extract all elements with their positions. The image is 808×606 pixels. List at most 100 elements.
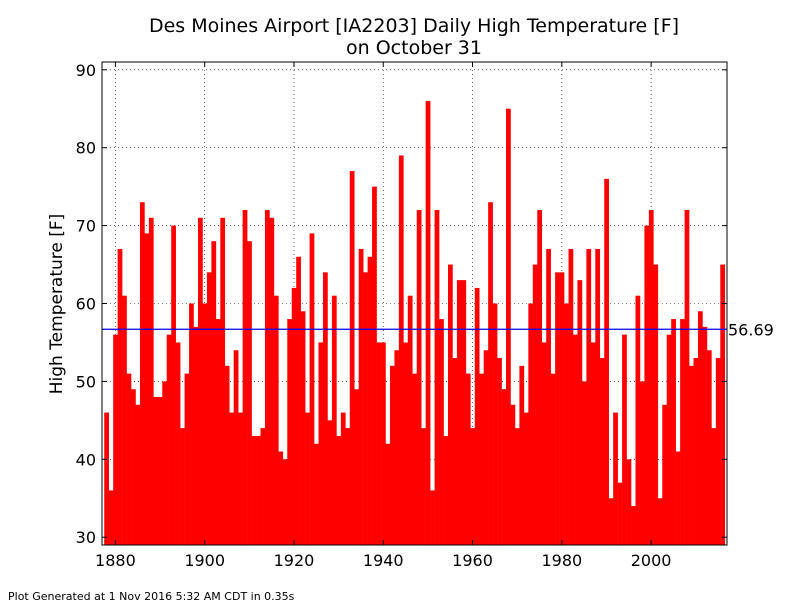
- mean-label: 56.69: [728, 320, 774, 339]
- bar: [403, 342, 409, 545]
- bar: [604, 178, 609, 545]
- bar: [711, 428, 717, 545]
- bar: [389, 365, 395, 545]
- bar: [162, 381, 168, 545]
- bar: [202, 303, 208, 545]
- bar: [532, 264, 538, 545]
- bar: [318, 342, 324, 545]
- x-tick-label: 1920: [274, 551, 315, 570]
- x-tick-label: 1900: [184, 551, 225, 570]
- bar: [706, 350, 712, 545]
- bar: [398, 155, 404, 545]
- y-axis: 30 40 50 60 70 80 90: [76, 61, 727, 547]
- bar: [635, 295, 641, 545]
- bar: [153, 396, 159, 545]
- bar: [528, 303, 534, 545]
- bar: [523, 412, 529, 545]
- bar: [470, 428, 476, 545]
- bar: [171, 225, 176, 545]
- bar: [135, 404, 141, 545]
- x-tick-label: 1880: [95, 551, 136, 570]
- bar: [492, 303, 498, 545]
- x-tick-label: 2000: [631, 551, 672, 570]
- bar: [425, 100, 431, 546]
- bar: [354, 389, 359, 545]
- bar: [456, 280, 462, 545]
- bar: [644, 225, 650, 545]
- bar: [314, 443, 319, 545]
- bar: [233, 350, 239, 545]
- bar: [537, 210, 543, 546]
- bar: [157, 396, 163, 545]
- bar: [439, 319, 444, 545]
- bar: [608, 498, 614, 545]
- bar: [139, 202, 145, 545]
- bar: [122, 295, 127, 545]
- bar: [282, 459, 288, 545]
- bar: [264, 210, 270, 546]
- bar: [572, 334, 578, 545]
- bar: [331, 295, 337, 545]
- bar: [483, 350, 489, 545]
- bar: [693, 358, 699, 545]
- bar: [697, 311, 703, 545]
- bar: [586, 248, 592, 545]
- x-tick-label: 1980: [541, 551, 582, 570]
- bar: [577, 280, 583, 545]
- bar: [385, 443, 391, 545]
- bar: [251, 435, 257, 545]
- chart-subtitle: on October 31: [346, 37, 482, 59]
- bar: [581, 381, 587, 545]
- bar: [300, 311, 306, 545]
- bar: [447, 264, 453, 545]
- bar: [559, 272, 565, 545]
- bars: [104, 100, 726, 546]
- bar: [519, 365, 525, 545]
- bar: [273, 295, 279, 545]
- bar: [555, 272, 560, 545]
- bar: [590, 342, 596, 545]
- bar: [287, 319, 293, 545]
- bar: [653, 264, 659, 545]
- bar: [180, 428, 185, 545]
- bar: [479, 373, 484, 545]
- bar: [309, 233, 315, 546]
- bar: [488, 202, 493, 545]
- bar: [108, 490, 114, 545]
- bar: [340, 412, 346, 545]
- bar: [131, 389, 136, 545]
- bar: [595, 248, 601, 545]
- bar: [363, 272, 368, 545]
- bar: [305, 412, 310, 545]
- x-tick-label: 1940: [363, 551, 404, 570]
- bar: [631, 506, 636, 545]
- bar: [260, 428, 266, 545]
- bar: [184, 373, 190, 545]
- bar: [296, 256, 301, 545]
- bar: [189, 303, 194, 545]
- bar: [220, 217, 226, 545]
- bar: [197, 217, 203, 545]
- bar: [434, 210, 440, 546]
- bar: [675, 451, 681, 545]
- bar: [269, 217, 275, 545]
- bar: [345, 428, 351, 545]
- bar: [514, 428, 520, 545]
- y-tick-label: 90: [76, 61, 96, 80]
- bar: [421, 428, 426, 545]
- bar: [689, 365, 694, 545]
- bar: [175, 342, 181, 545]
- bar: [372, 186, 377, 546]
- bar: [238, 412, 243, 545]
- bar: [412, 373, 418, 545]
- bar: [407, 295, 413, 545]
- bar: [113, 334, 118, 545]
- bar: [452, 358, 458, 545]
- bar: [193, 326, 199, 545]
- bar: [613, 412, 618, 545]
- bar: [599, 358, 605, 545]
- bar: [430, 490, 435, 545]
- bar: [474, 287, 480, 545]
- bar: [720, 264, 726, 545]
- x-tick-label: 1960: [452, 551, 493, 570]
